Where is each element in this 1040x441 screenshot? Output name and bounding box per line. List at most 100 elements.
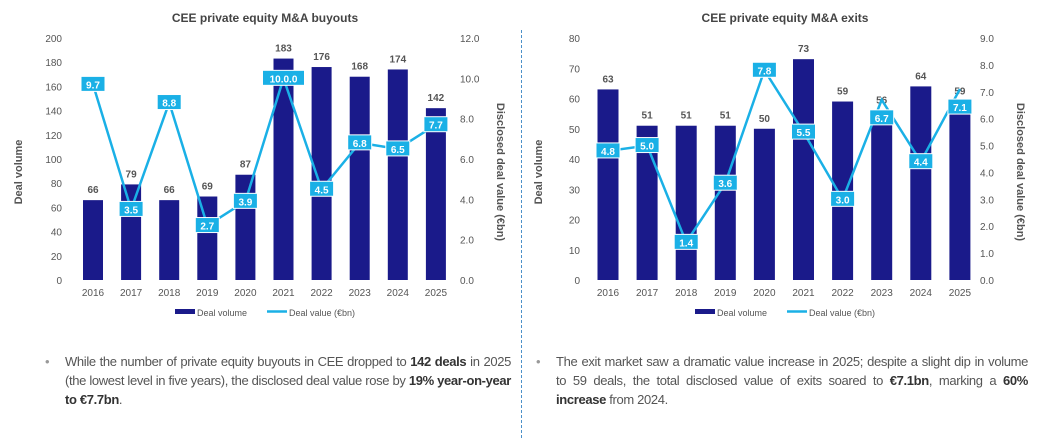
bullet-buyouts: • While the number of private equity buyo… bbox=[45, 352, 511, 409]
bar-deal-volume bbox=[871, 110, 893, 280]
bar-data-label: 69 bbox=[202, 182, 214, 193]
bullet-highlight: 19% year-on-year to €7.7bn bbox=[65, 373, 511, 407]
line-data-label-box bbox=[634, 137, 660, 154]
bar-deal-volume bbox=[311, 67, 332, 280]
bar-data-label: 50 bbox=[759, 114, 771, 125]
bar-deal-volume bbox=[675, 125, 697, 280]
bullet-text: in 2025 (the lowest level in five years)… bbox=[65, 354, 511, 388]
line-data-label-box bbox=[232, 192, 258, 209]
bullet-highlight: €7.1bn bbox=[889, 373, 929, 388]
y-tick-label: 20 bbox=[569, 216, 581, 227]
chart-title: CEE private equity M&A exits bbox=[702, 11, 869, 25]
x-tick-label: 2018 bbox=[158, 288, 181, 299]
bar-data-label: 59 bbox=[954, 87, 966, 98]
y-tick-label: 100 bbox=[45, 155, 62, 166]
bar-data-label: 168 bbox=[351, 62, 368, 73]
bar-data-label: 176 bbox=[313, 52, 330, 63]
line-data-label-box bbox=[423, 116, 449, 133]
bullet-text: The exit market saw a dramatic value inc… bbox=[556, 354, 1028, 388]
line-data-label-box bbox=[80, 75, 106, 92]
y2-tick-label: 4.0 bbox=[460, 195, 474, 206]
y2-axis-label: Disclosed deal value (€bn) bbox=[1014, 103, 1026, 241]
line-data-label: 10.0.0 bbox=[270, 74, 298, 85]
line-data-label-box bbox=[156, 94, 182, 111]
bullet-text: While the number of private equity buyou… bbox=[65, 354, 411, 369]
y2-tick-label: 1.0 bbox=[980, 249, 994, 260]
line-data-label: 4.5 bbox=[315, 185, 329, 196]
x-tick-label: 2020 bbox=[234, 288, 257, 299]
line-data-label: 5.0 bbox=[640, 142, 654, 153]
legend-label-deal-volume: Deal volume bbox=[197, 308, 247, 318]
line-data-label-box bbox=[830, 190, 856, 207]
y2-tick-label: 8.0 bbox=[460, 115, 474, 126]
y2-tick-label: 12.0 bbox=[460, 34, 480, 45]
y-tick-label: 20 bbox=[51, 252, 63, 263]
bullet-dot: • bbox=[45, 354, 50, 369]
line-data-label-box bbox=[869, 109, 895, 126]
y-tick-label: 40 bbox=[51, 228, 63, 239]
line-data-label: 3.0 bbox=[836, 195, 850, 206]
line-data-label: 7.8 bbox=[757, 66, 771, 77]
bar-deal-volume bbox=[197, 196, 218, 280]
bar-deal-volume bbox=[159, 200, 180, 280]
y2-tick-label: 9.0 bbox=[980, 34, 994, 45]
y-tick-label: 200 bbox=[45, 34, 62, 45]
bar-deal-volume bbox=[636, 125, 658, 280]
line-data-label-box bbox=[118, 200, 144, 217]
x-tick-label: 2016 bbox=[82, 288, 105, 299]
y2-tick-label: 7.0 bbox=[980, 88, 994, 99]
y-tick-label: 160 bbox=[45, 82, 62, 93]
y2-tick-label: 3.0 bbox=[980, 195, 994, 206]
line-data-label-box bbox=[791, 123, 816, 140]
y-tick-label: 0 bbox=[56, 276, 62, 287]
y-axis-label: Deal volume bbox=[533, 140, 545, 205]
bar-deal-volume bbox=[949, 101, 971, 281]
line-data-label: 6.8 bbox=[353, 139, 367, 150]
bar-data-label: 64 bbox=[915, 71, 927, 82]
line-deal-value bbox=[607, 67, 962, 246]
y-tick-label: 60 bbox=[569, 95, 581, 106]
bullet-text: . bbox=[118, 392, 123, 407]
bar-data-label: 51 bbox=[720, 111, 732, 122]
bar-data-label: 59 bbox=[837, 87, 849, 98]
x-tick-label: 2017 bbox=[636, 288, 659, 299]
line-data-label-box bbox=[673, 233, 699, 250]
y-tick-label: 10 bbox=[569, 246, 581, 257]
line-data-label-box bbox=[908, 153, 934, 170]
y-tick-label: 70 bbox=[569, 64, 581, 75]
y2-tick-label: 0.0 bbox=[980, 276, 994, 287]
bar-deal-volume bbox=[121, 184, 142, 280]
line-data-label: 5.5 bbox=[797, 128, 811, 139]
y-tick-label: 140 bbox=[45, 107, 62, 118]
line-data-label: 6.7 bbox=[875, 114, 889, 125]
y2-tick-label: 5.0 bbox=[980, 142, 994, 153]
x-tick-label: 2025 bbox=[949, 288, 972, 299]
y2-tick-label: 2.0 bbox=[980, 222, 994, 233]
x-tick-label: 2021 bbox=[272, 288, 295, 299]
bullet-exits: • The exit market saw a dramatic value in… bbox=[536, 352, 1028, 409]
x-tick-label: 2023 bbox=[349, 288, 372, 299]
bar-data-label: 174 bbox=[389, 54, 406, 65]
bar-deal-volume bbox=[714, 125, 736, 280]
y2-tick-label: 0.0 bbox=[460, 276, 474, 287]
line-data-label-box bbox=[751, 61, 777, 78]
line-data-label: 3.9 bbox=[238, 197, 252, 208]
line-data-label: 3.5 bbox=[124, 205, 138, 216]
x-tick-label: 2024 bbox=[910, 288, 933, 299]
bar-deal-volume bbox=[753, 128, 775, 280]
bar-deal-volume bbox=[235, 174, 256, 280]
legend-label-deal-value: Deal value (€bn) bbox=[809, 308, 875, 318]
x-tick-label: 2023 bbox=[871, 288, 894, 299]
line-data-label-box bbox=[595, 142, 621, 159]
line-data-label-box bbox=[309, 180, 335, 197]
line-data-label: 7.1 bbox=[953, 103, 967, 114]
x-tick-label: 2018 bbox=[675, 288, 698, 299]
bar-data-label: 142 bbox=[428, 93, 445, 104]
x-tick-label: 2022 bbox=[831, 288, 854, 299]
y-axis-label: Deal volume bbox=[13, 140, 25, 205]
line-data-label: 9.7 bbox=[86, 80, 100, 91]
bullet-highlight: 142 deals bbox=[410, 354, 467, 369]
bar-data-label: 51 bbox=[681, 111, 693, 122]
x-tick-label: 2017 bbox=[120, 288, 143, 299]
